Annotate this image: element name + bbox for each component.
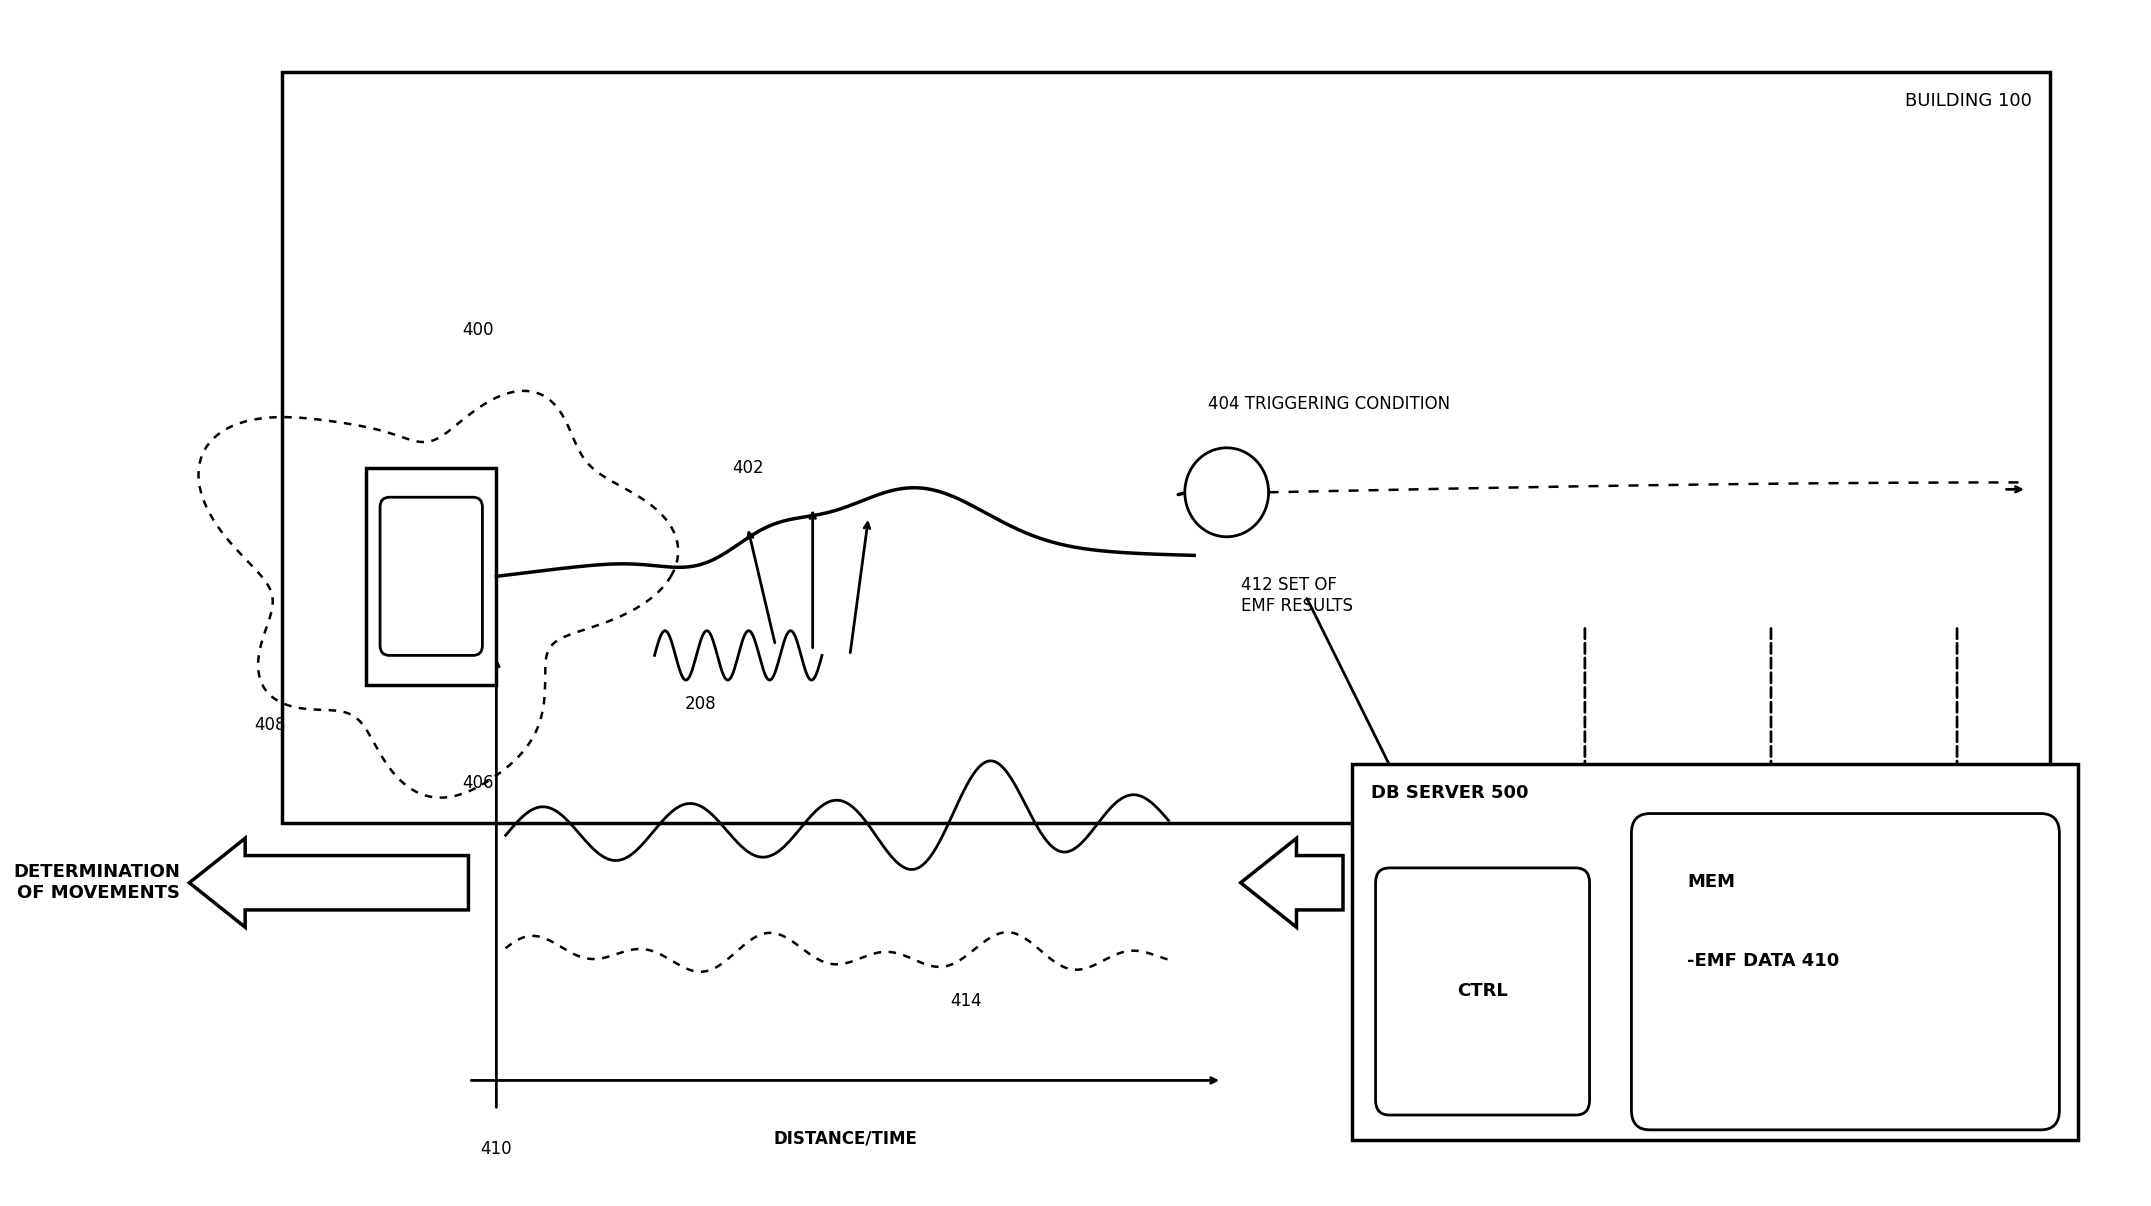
Text: 400: 400: [462, 321, 493, 339]
Circle shape: [1185, 447, 1269, 537]
Text: DISTANCE/TIME: DISTANCE/TIME: [774, 1130, 916, 1148]
Polygon shape: [189, 838, 469, 927]
Text: BUILDING 100: BUILDING 100: [1904, 92, 2031, 110]
Text: DB SERVER 500: DB SERVER 500: [1370, 784, 1529, 802]
Polygon shape: [1241, 838, 1342, 927]
Text: 402: 402: [731, 459, 764, 478]
Bar: [282, 72, 2050, 824]
Text: 408: 408: [254, 715, 286, 733]
Bar: [1353, 765, 2078, 1140]
Text: -EMF DATA 410: -EMF DATA 410: [1686, 952, 1839, 970]
Text: 404 TRIGGERING CONDITION: 404 TRIGGERING CONDITION: [1209, 396, 1450, 414]
Text: 412 SET OF
EMF RESULTS: 412 SET OF EMF RESULTS: [1241, 576, 1353, 615]
Text: 208: 208: [686, 695, 716, 713]
FancyBboxPatch shape: [1377, 868, 1590, 1116]
Text: 410: 410: [480, 1140, 512, 1158]
Text: CTRL: CTRL: [1456, 983, 1508, 1001]
FancyBboxPatch shape: [1630, 814, 2059, 1130]
Bar: [366, 468, 497, 685]
FancyBboxPatch shape: [381, 497, 482, 655]
Text: MEM: MEM: [1686, 873, 1736, 891]
Text: 414: 414: [951, 993, 981, 1011]
Text: 406: 406: [462, 774, 493, 792]
Text: DETERMINATION
OF MOVEMENTS: DETERMINATION OF MOVEMENTS: [13, 863, 181, 902]
